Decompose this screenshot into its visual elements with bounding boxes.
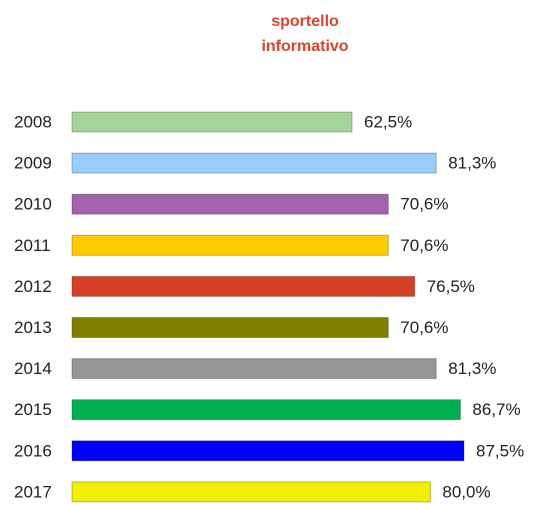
bar (71, 111, 353, 133)
bar (71, 152, 437, 174)
bar (71, 481, 431, 503)
category-label: 2009 (14, 154, 52, 173)
value-label: 76,5% (427, 277, 475, 296)
bar (71, 399, 461, 421)
bar (71, 317, 389, 338)
value-label: 62,5% (364, 112, 412, 131)
value-label: 86,7% (472, 400, 520, 419)
value-label: 81,3% (448, 154, 496, 173)
category-label: 2011 (14, 236, 51, 255)
bar (71, 275, 416, 297)
category-label: 2014 (14, 359, 52, 378)
value-label: 70,6% (400, 318, 448, 337)
bar (71, 358, 437, 380)
value-label: 87,5% (476, 441, 524, 460)
value-label: 70,6% (400, 195, 448, 214)
category-label: 2015 (14, 400, 52, 419)
category-label: 2008 (14, 112, 52, 131)
value-label: 81,3% (448, 359, 496, 378)
chart-title: sportello informativo (261, 13, 349, 55)
bar (71, 193, 389, 215)
bar (71, 440, 465, 462)
category-label: 2012 (14, 277, 52, 296)
bar (71, 234, 389, 256)
category-label: 2010 (14, 195, 52, 214)
category-label: 2016 (14, 441, 52, 460)
value-label: 70,6% (400, 236, 448, 255)
value-label: 80,0% (442, 482, 490, 501)
category-label: 2013 (14, 318, 52, 337)
category-label: 2017 (14, 482, 52, 501)
